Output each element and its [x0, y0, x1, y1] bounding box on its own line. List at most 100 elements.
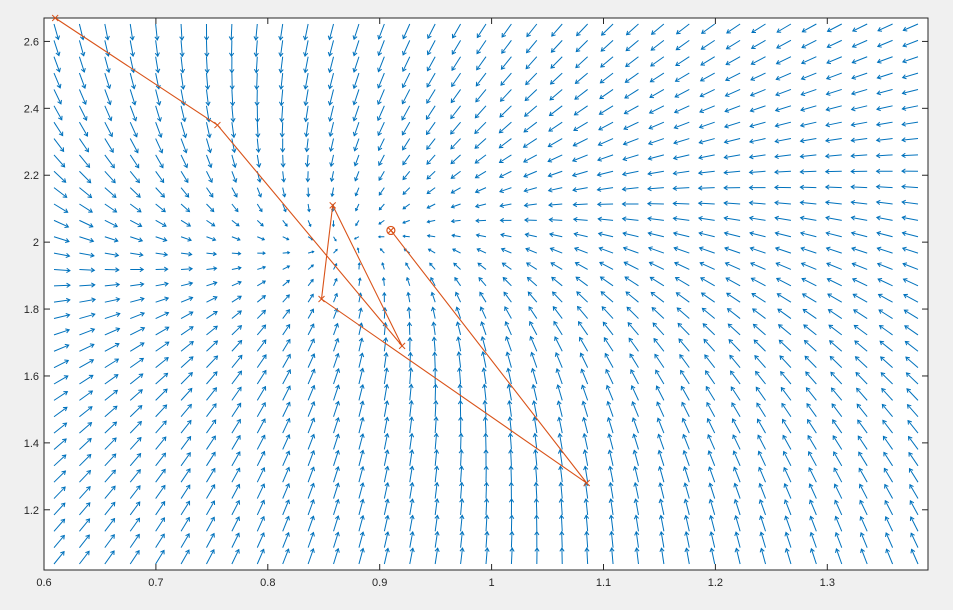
vector-arrow: [450, 203, 461, 209]
vector-arrow: [505, 351, 512, 368]
vector-arrow: [682, 466, 690, 483]
vector-arrow: [879, 340, 893, 352]
vector-arrow: [875, 137, 893, 143]
vector-arrow: [858, 483, 868, 499]
vector-arrow: [724, 105, 741, 113]
vector-arrow: [850, 137, 868, 143]
vector-arrow: [408, 367, 414, 385]
vector-arrow: [855, 371, 868, 385]
vector-arrow: [876, 231, 893, 238]
vector-arrow: [104, 267, 120, 273]
vector-arrow: [230, 105, 236, 123]
x-tick-label: 1.3: [820, 577, 835, 589]
vector-arrow: [206, 371, 218, 385]
vector-arrow: [655, 385, 665, 401]
vector-arrow: [598, 121, 614, 131]
vector-arrow: [458, 448, 464, 466]
vector-arrow: [409, 547, 415, 565]
vector-arrow: [451, 56, 462, 72]
vector-arrow: [580, 368, 589, 385]
vector-arrow: [608, 481, 614, 499]
vector-arrow: [725, 56, 741, 66]
vector-arrow: [79, 534, 90, 548]
vector-arrow: [333, 367, 341, 385]
vector-arrow: [129, 170, 140, 184]
vector-arrow: [625, 291, 639, 303]
vector-arrow: [777, 308, 792, 319]
vector-arrow: [648, 105, 665, 114]
vector-arrow: [155, 372, 169, 385]
vector-arrow: [800, 72, 817, 81]
vector-arrow: [483, 465, 489, 483]
vector-arrow: [79, 236, 95, 243]
vector-arrow: [556, 384, 563, 401]
vector-arrow: [256, 295, 266, 303]
vector-arrow: [774, 121, 792, 128]
vector-arrow: [53, 236, 70, 244]
vector-arrow: [622, 154, 639, 162]
vector-arrow: [749, 121, 766, 129]
vector-arrow: [180, 73, 186, 90]
vector-arrow: [724, 246, 741, 254]
vector-arrow: [282, 385, 291, 401]
vector-arrow: [155, 452, 167, 467]
vector-arrow: [104, 374, 119, 385]
vector-arrow: [759, 547, 767, 565]
vector-arrow: [333, 449, 340, 466]
vector-arrow: [426, 56, 436, 72]
vector-arrow: [228, 40, 235, 58]
vector-arrow: [875, 184, 893, 190]
vector-arrow: [327, 40, 335, 57]
vector-arrow: [477, 262, 487, 270]
vector-arrow: [904, 340, 919, 352]
vector-arrow: [499, 89, 512, 102]
vector-arrow: [876, 246, 893, 254]
vector-arrow: [426, 89, 436, 104]
vector-arrow: [784, 515, 792, 532]
vector-arrow: [647, 170, 664, 177]
vector-arrow: [450, 89, 461, 104]
vector-arrow: [231, 354, 243, 368]
vector-arrow: [205, 138, 213, 154]
vector-arrow: [456, 336, 462, 352]
vector-arrow: [875, 168, 893, 174]
vector-arrow: [129, 533, 140, 548]
vector-arrow: [155, 436, 167, 450]
vector-arrow: [431, 336, 437, 352]
vector-arrow: [732, 450, 741, 467]
vector-arrow: [875, 121, 893, 127]
vector-arrow: [498, 154, 512, 163]
vector-arrow: [475, 89, 487, 103]
vector-arrow: [748, 185, 766, 191]
vector-arrow: [155, 187, 166, 198]
vector-arrow: [230, 122, 237, 139]
vector-arrow: [881, 387, 893, 401]
vector-arrow: [231, 154, 237, 169]
vector-arrow: [825, 137, 842, 143]
vector-arrow: [378, 203, 385, 211]
vector-arrow: [572, 202, 588, 208]
vector-arrow: [104, 327, 121, 336]
vector-arrow: [53, 359, 70, 369]
vector-arrow: [759, 515, 767, 532]
vector-arrow: [799, 200, 817, 206]
vector-arrow: [104, 405, 118, 418]
vector-arrow: [831, 403, 843, 418]
vector-arrow: [698, 138, 715, 145]
vector-arrow: [525, 72, 538, 86]
vector-arrow: [155, 420, 167, 434]
vector-arrow: [229, 56, 235, 74]
vector-arrow: [130, 296, 145, 303]
vector-arrow: [775, 277, 792, 287]
vector-arrow: [550, 262, 563, 270]
vector-arrow: [626, 306, 639, 319]
vector-arrow: [599, 276, 614, 287]
vector-arrow: [53, 313, 71, 320]
vector-arrow: [205, 89, 211, 107]
vector-arrow: [674, 72, 690, 82]
vector-arrow: [656, 417, 665, 434]
vector-arrow: [850, 215, 868, 221]
vector-arrow: [755, 386, 766, 401]
vector-arrow: [500, 56, 512, 70]
vector-arrow: [409, 498, 415, 515]
